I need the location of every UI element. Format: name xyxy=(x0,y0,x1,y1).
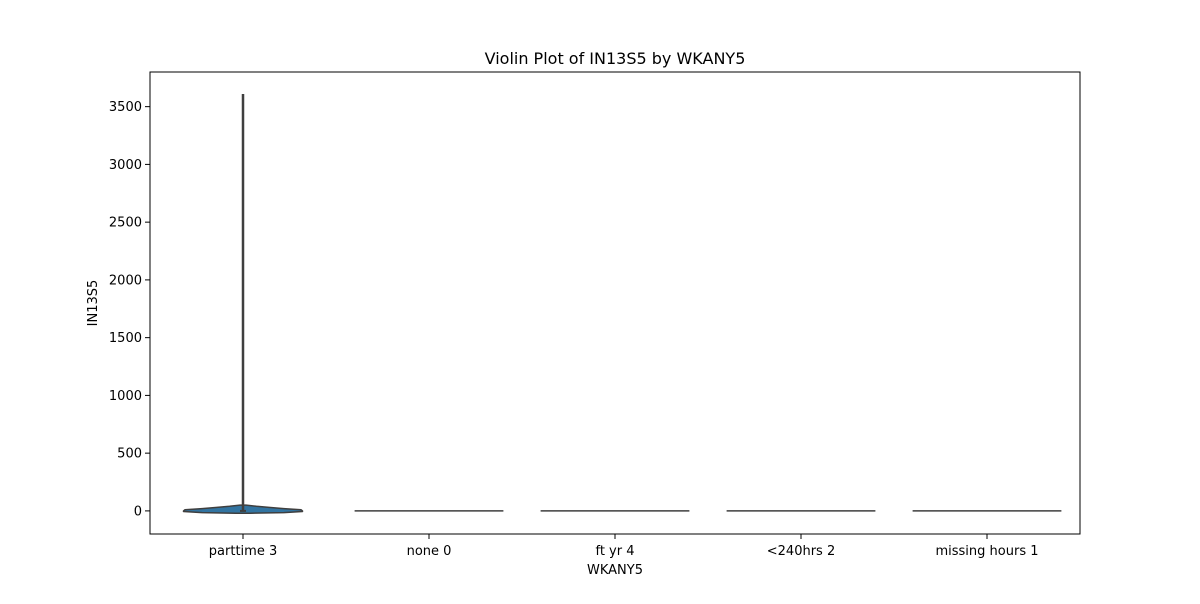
violin-group xyxy=(182,93,304,514)
plot-frame xyxy=(149,71,1081,535)
y-tick-label: 1000 xyxy=(109,389,142,404)
x-tick-label: <240hrs 2 xyxy=(767,544,835,559)
x-tick-label: missing hours 1 xyxy=(935,544,1038,559)
y-tick-label: 0 xyxy=(134,504,142,519)
x-axis-label: WKANY5 xyxy=(587,563,643,578)
violin-box xyxy=(240,509,246,512)
y-tick-label: 500 xyxy=(117,447,142,462)
chart-title: Violin Plot of IN13S5 by WKANY5 xyxy=(485,49,746,68)
x-tick-label: ft yr 4 xyxy=(595,544,634,559)
y-tick-label: 1500 xyxy=(109,331,142,346)
y-tick-label: 2000 xyxy=(109,273,142,288)
plot-area: 0 500 1000 1500 2000 2500 3000 3500 parttime 3 no… xyxy=(109,71,1081,559)
y-tick-label: 2500 xyxy=(109,216,142,231)
y-axis-label: IN13S5 xyxy=(86,280,101,327)
y-tick-label: 3500 xyxy=(109,100,142,115)
y-tick-label: 3000 xyxy=(109,158,142,173)
x-tick-label: parttime 3 xyxy=(209,544,277,559)
x-tick-label: none 0 xyxy=(407,544,452,559)
